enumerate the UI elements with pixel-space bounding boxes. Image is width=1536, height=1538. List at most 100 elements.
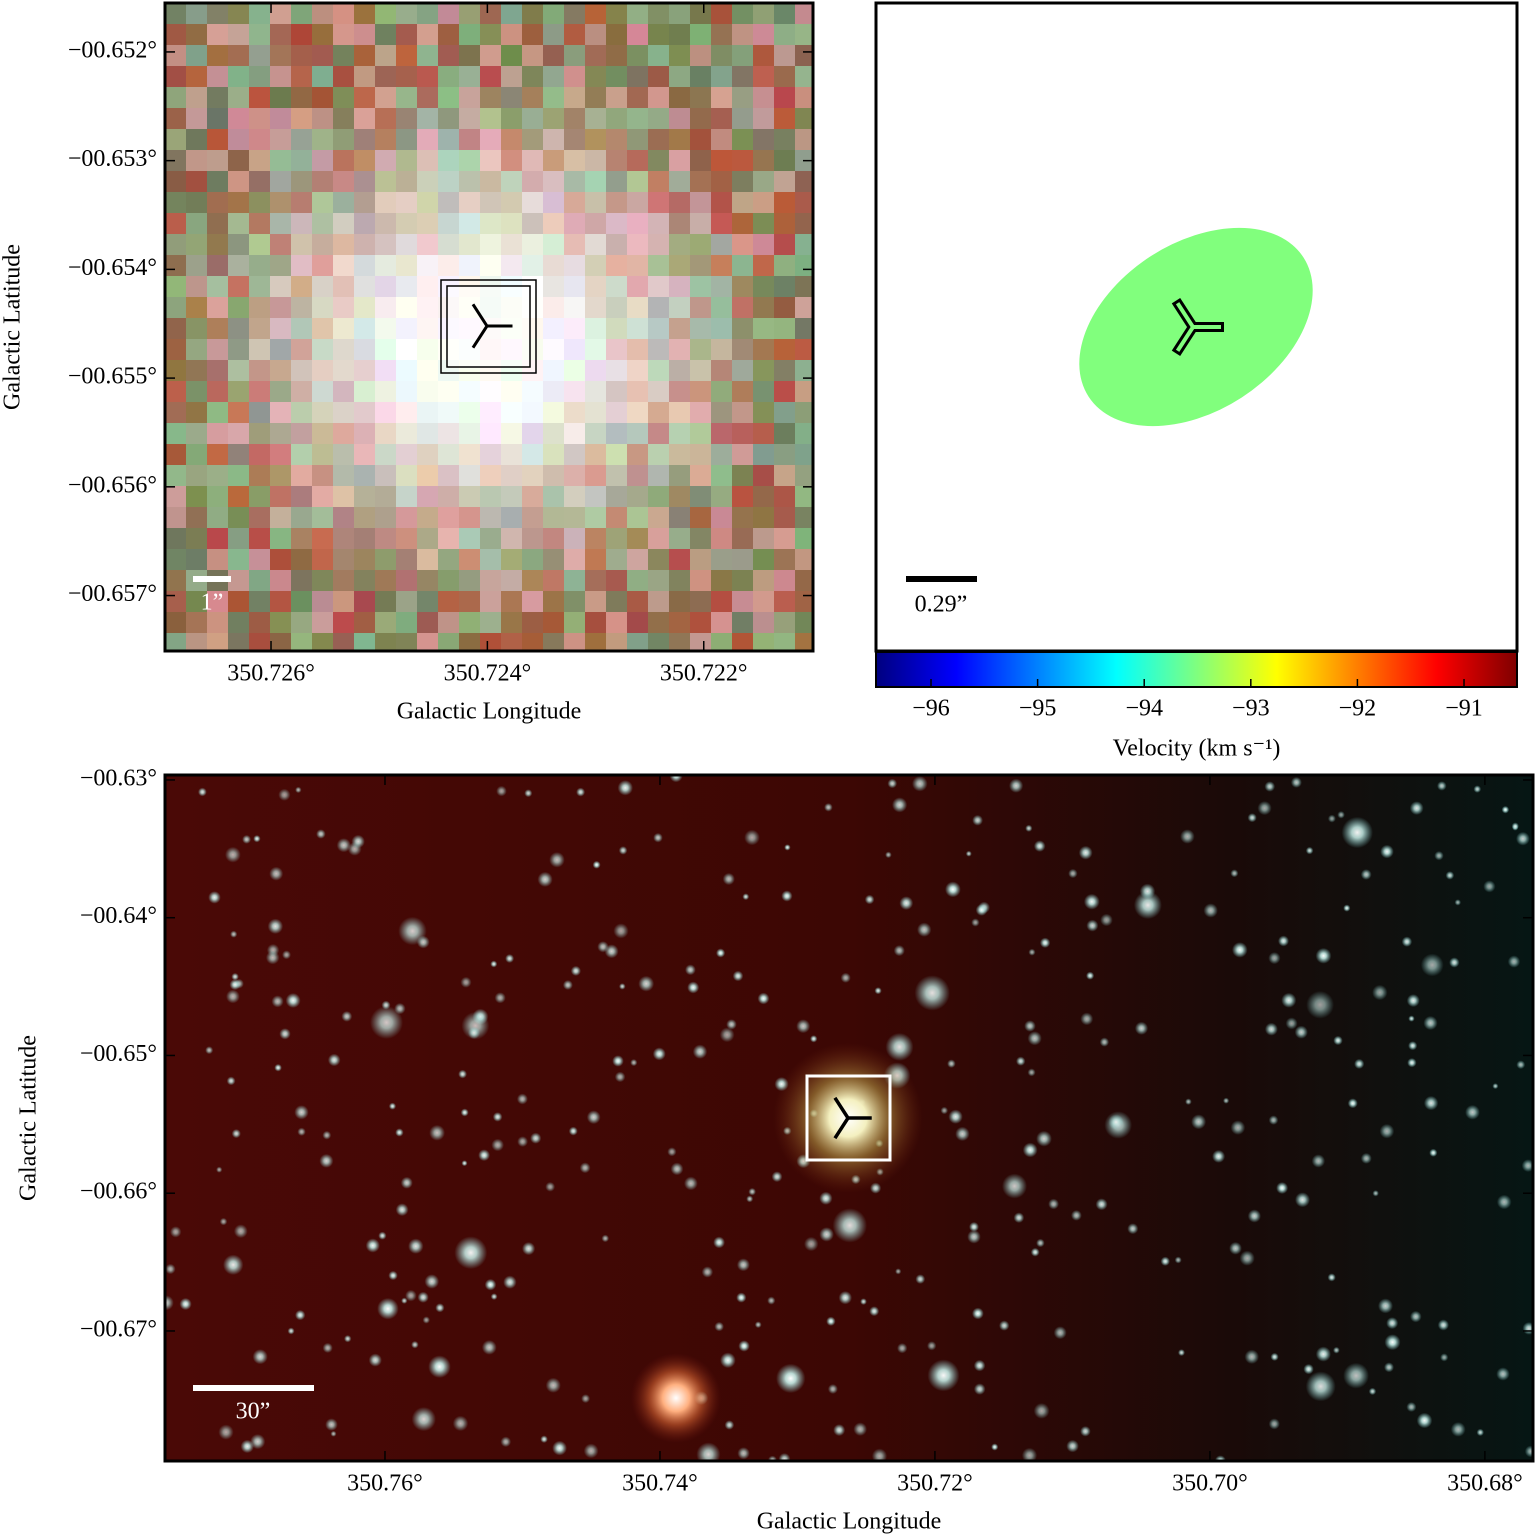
star bbox=[233, 1224, 248, 1239]
star bbox=[1450, 1422, 1466, 1437]
star bbox=[1174, 1256, 1182, 1264]
image-pixel bbox=[312, 381, 334, 403]
image-pixel bbox=[606, 360, 628, 382]
image-pixel bbox=[417, 339, 439, 361]
image-pixel bbox=[165, 402, 187, 424]
star bbox=[746, 1195, 754, 1203]
image-pixel bbox=[312, 486, 334, 508]
image-pixel bbox=[627, 24, 649, 46]
image-pixel bbox=[207, 360, 229, 382]
star bbox=[860, 1298, 867, 1305]
image-pixel bbox=[312, 171, 334, 193]
image-pixel bbox=[774, 381, 796, 403]
star bbox=[1028, 948, 1036, 956]
star bbox=[1022, 1142, 1038, 1158]
image-pixel bbox=[501, 633, 523, 651]
image-pixel bbox=[396, 24, 418, 46]
image-pixel bbox=[501, 423, 523, 445]
image-pixel bbox=[606, 465, 628, 487]
image-pixel bbox=[669, 402, 691, 424]
star bbox=[713, 1236, 725, 1249]
image-pixel bbox=[543, 297, 565, 319]
star bbox=[1333, 1035, 1343, 1046]
image-pixel bbox=[417, 633, 439, 651]
star bbox=[1368, 1387, 1377, 1396]
image-pixel bbox=[669, 444, 691, 466]
image-pixel bbox=[774, 45, 796, 67]
image-pixel bbox=[774, 318, 796, 340]
star bbox=[1407, 1058, 1417, 1068]
star bbox=[1476, 1428, 1485, 1437]
image-pixel bbox=[354, 66, 376, 88]
image-pixel bbox=[207, 528, 229, 550]
star bbox=[1295, 1192, 1310, 1208]
star bbox=[827, 1384, 838, 1394]
image-pixel bbox=[186, 129, 208, 151]
image-pixel bbox=[396, 108, 418, 130]
star bbox=[522, 1242, 536, 1256]
image-pixel bbox=[585, 213, 607, 235]
image-pixel bbox=[606, 402, 628, 424]
star bbox=[1247, 1209, 1261, 1223]
image-pixel bbox=[606, 507, 628, 529]
image-pixel bbox=[501, 507, 523, 529]
image-pixel bbox=[522, 444, 544, 466]
star bbox=[579, 1162, 591, 1174]
image-pixel bbox=[375, 276, 397, 298]
image-pixel bbox=[417, 213, 439, 235]
image-pixel bbox=[207, 150, 229, 172]
image-pixel bbox=[585, 297, 607, 319]
image-pixel bbox=[648, 528, 670, 550]
image-pixel bbox=[291, 45, 313, 67]
star bbox=[319, 1153, 334, 1168]
image-pixel bbox=[438, 591, 460, 613]
image-pixel bbox=[396, 276, 418, 298]
image-pixel bbox=[564, 633, 586, 651]
star bbox=[1071, 1210, 1082, 1221]
image-pixel bbox=[732, 318, 754, 340]
image-pixel bbox=[522, 570, 544, 592]
star bbox=[832, 1208, 867, 1243]
image-pixel bbox=[186, 66, 208, 88]
image-pixel bbox=[333, 45, 355, 67]
image-pixel bbox=[648, 45, 670, 67]
star bbox=[776, 1363, 806, 1394]
star bbox=[613, 923, 629, 939]
star bbox=[1372, 984, 1388, 1001]
image-pixel bbox=[774, 528, 796, 550]
image-pixel bbox=[186, 192, 208, 214]
image-pixel bbox=[753, 213, 775, 235]
image-pixel bbox=[606, 612, 628, 634]
image-pixel bbox=[606, 570, 628, 592]
image-pixel bbox=[774, 486, 796, 508]
star bbox=[285, 993, 301, 1008]
image-pixel bbox=[417, 486, 439, 508]
star bbox=[1343, 1362, 1369, 1389]
image-pixel bbox=[522, 3, 544, 25]
star bbox=[1276, 1182, 1289, 1194]
star bbox=[874, 987, 882, 995]
image-pixel bbox=[249, 633, 271, 651]
star bbox=[1449, 957, 1460, 968]
image-pixel bbox=[228, 171, 250, 193]
image-pixel bbox=[291, 528, 313, 550]
star bbox=[428, 1355, 451, 1378]
star bbox=[505, 954, 515, 963]
star bbox=[165, 1295, 174, 1311]
image-pixel bbox=[249, 276, 271, 298]
image-pixel bbox=[375, 297, 397, 319]
star bbox=[576, 787, 586, 797]
image-top bbox=[165, 3, 813, 651]
star bbox=[1068, 868, 1078, 879]
image-pixel bbox=[606, 444, 628, 466]
star bbox=[1264, 781, 1276, 792]
image-pixel bbox=[774, 276, 796, 298]
image-pixel bbox=[648, 570, 670, 592]
image-pixel bbox=[249, 339, 271, 361]
star bbox=[1354, 1058, 1365, 1069]
star bbox=[494, 992, 506, 1004]
image-pixel bbox=[606, 108, 628, 130]
image-pixel bbox=[690, 66, 712, 88]
image-pixel bbox=[501, 213, 523, 235]
star bbox=[917, 922, 932, 937]
